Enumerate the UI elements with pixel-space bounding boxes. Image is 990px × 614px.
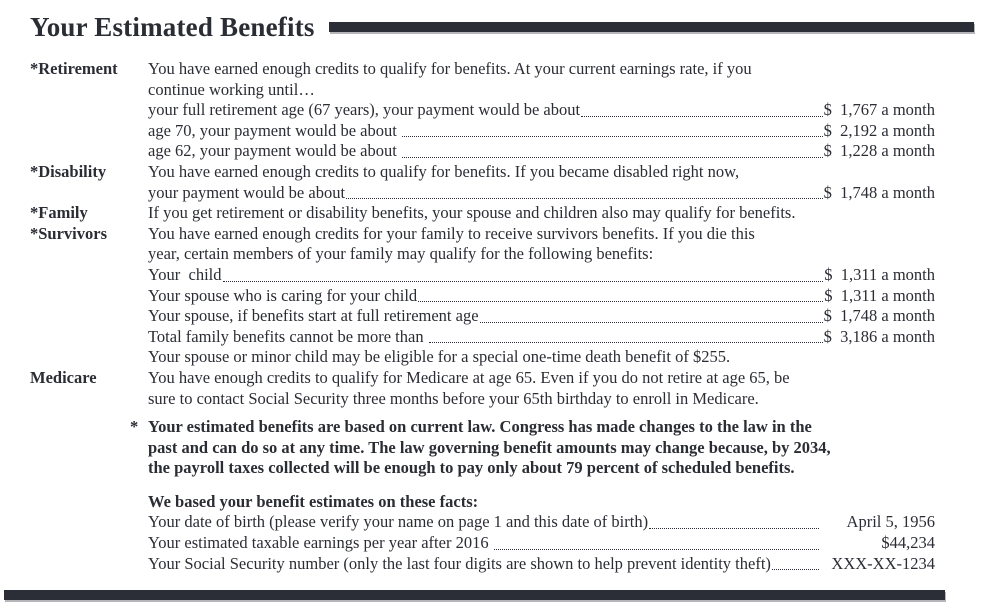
page-title: Your Estimated Benefits (30, 11, 315, 42)
note-line: past and can do so at any time. The law … (148, 437, 831, 457)
benefit-amount: $ 1,311 a month (824, 285, 935, 305)
row-text: continue working until… (148, 79, 315, 99)
dot-leader (428, 342, 823, 344)
row-text: Your Social Security number (only the la… (148, 553, 771, 573)
benefit-amount: $ 1,748 a month (823, 306, 935, 326)
fact-value-ssn: XXX-XX-1234 (831, 553, 935, 573)
row-text: Your child (148, 264, 222, 284)
benefit-amount: $ 1,767 a month (823, 100, 935, 120)
dot-leader (581, 115, 823, 117)
fact-value-date-of-birth: April 5, 1956 (846, 512, 935, 532)
note-line: the payroll taxes collected will be enou… (148, 458, 795, 478)
row-text: Your spouse, if benefits start at full r… (148, 306, 479, 326)
row-fact-earnings: Your estimated taxable earnings per year… (30, 533, 935, 554)
row-fact-dob: Your date of birth (please verify your n… (30, 512, 935, 533)
row-text: Your date of birth (please verify your n… (148, 512, 649, 532)
row-family: *Family If you get retirement or disabil… (30, 203, 935, 224)
row-death-benefit: Your spouse or minor child may be eligib… (30, 347, 935, 368)
row-text: Your spouse who is caring for your child (148, 285, 418, 305)
dot-leader (401, 136, 823, 138)
dot-leader (418, 301, 824, 303)
dot-leader (771, 569, 819, 571)
benefit-amount: $ 2,192 a month (823, 120, 935, 140)
row-benefit-spouse-fra: Your spouse, if benefits start at full r… (30, 306, 935, 327)
row-text: You have earned enough credits to qualif… (148, 161, 740, 181)
row-survivors-intro-2: year, certain members of your family may… (30, 244, 935, 265)
section-label-survivors: *Survivors (30, 223, 108, 243)
row-text: your full retirement age (67 years), you… (148, 100, 581, 120)
dot-leader (649, 528, 819, 530)
row-text: age 62, your payment would be about (148, 141, 401, 161)
row-text: age 70, your payment would be about (148, 120, 401, 140)
bottom-rule (4, 590, 945, 600)
law-change-note-text: Your estimated benefits are based on cur… (148, 417, 831, 479)
title-rule (328, 22, 974, 32)
dot-leader (479, 321, 823, 323)
row-text: your payment would be about (148, 182, 346, 202)
row-fact-ssn: Your Social Security number (only the la… (30, 554, 935, 575)
row-benefit-disability: your payment would be about $ 1,748 a mo… (30, 183, 935, 204)
row-benefit-family-total: Total family benefits cannot be more tha… (30, 327, 935, 348)
benefit-amount: $ 3,186 a month (823, 326, 935, 346)
asterisk-marker: * (130, 417, 139, 437)
row-medicare-intro: Medicare You have enough credits to qual… (30, 368, 935, 389)
row-benefit-age62: age 62, your payment would be about $ 1,… (30, 141, 935, 162)
row-text: Total family benefits cannot be more tha… (148, 326, 428, 346)
row-retirement-intro-2: continue working until… (30, 80, 935, 101)
row-survivors-intro: *Survivors You have earned enough credit… (30, 224, 935, 245)
section-label-retirement: *Retirement (30, 59, 118, 78)
row-text: You have enough credits to qualify for M… (148, 367, 790, 387)
section-label-family: *Family (30, 203, 88, 223)
row-text: year, certain members of your family may… (148, 244, 654, 264)
row-benefit-child: Your child $ 1,311 a month (30, 265, 935, 286)
row-benefit-fra: your full retirement age (67 years), you… (30, 100, 935, 121)
section-label-disability: *Disability (30, 161, 107, 181)
row-text: If you get retirement or disability bene… (148, 203, 796, 223)
page-header: Your Estimated Benefits (30, 10, 974, 44)
dot-leader (493, 548, 819, 550)
benefit-amount: $ 1,748 a month (823, 182, 935, 202)
section-label-medicare: Medicare (30, 367, 97, 387)
note-line: Your estimated benefits are based on cur… (148, 417, 812, 437)
dot-leader (401, 156, 823, 158)
benefits-content: *Retirement You have earned enough credi… (30, 59, 935, 574)
dot-leader (222, 280, 824, 282)
benefit-amount: $ 1,311 a month (824, 264, 935, 284)
facts-heading: We based your benefit estimates on these… (148, 491, 479, 511)
row-text: You have earned enough credits for your … (148, 223, 755, 243)
fact-value-taxable-earnings: $44,234 (881, 533, 935, 553)
row-text: Your spouse or minor child may be eligib… (148, 347, 731, 367)
law-change-note: * Your estimated benefits are based on c… (130, 417, 935, 479)
row-benefit-spouse-caring: Your spouse who is caring for your child… (30, 286, 935, 307)
benefit-amount: $ 1,228 a month (823, 141, 935, 161)
row-retirement-intro: *Retirement You have earned enough credi… (30, 59, 935, 80)
row-text: Your estimated taxable earnings per year… (148, 533, 493, 553)
row-text: sure to contact Social Security three mo… (148, 388, 759, 408)
dot-leader (346, 198, 823, 200)
row-medicare-intro-2: sure to contact Social Security three mo… (30, 389, 935, 410)
row-text: You have earned enough credits to qualif… (148, 59, 752, 78)
row-disability-intro: *Disability You have earned enough credi… (30, 162, 935, 183)
row-benefit-age70: age 70, your payment would be about $ 2,… (30, 121, 935, 142)
